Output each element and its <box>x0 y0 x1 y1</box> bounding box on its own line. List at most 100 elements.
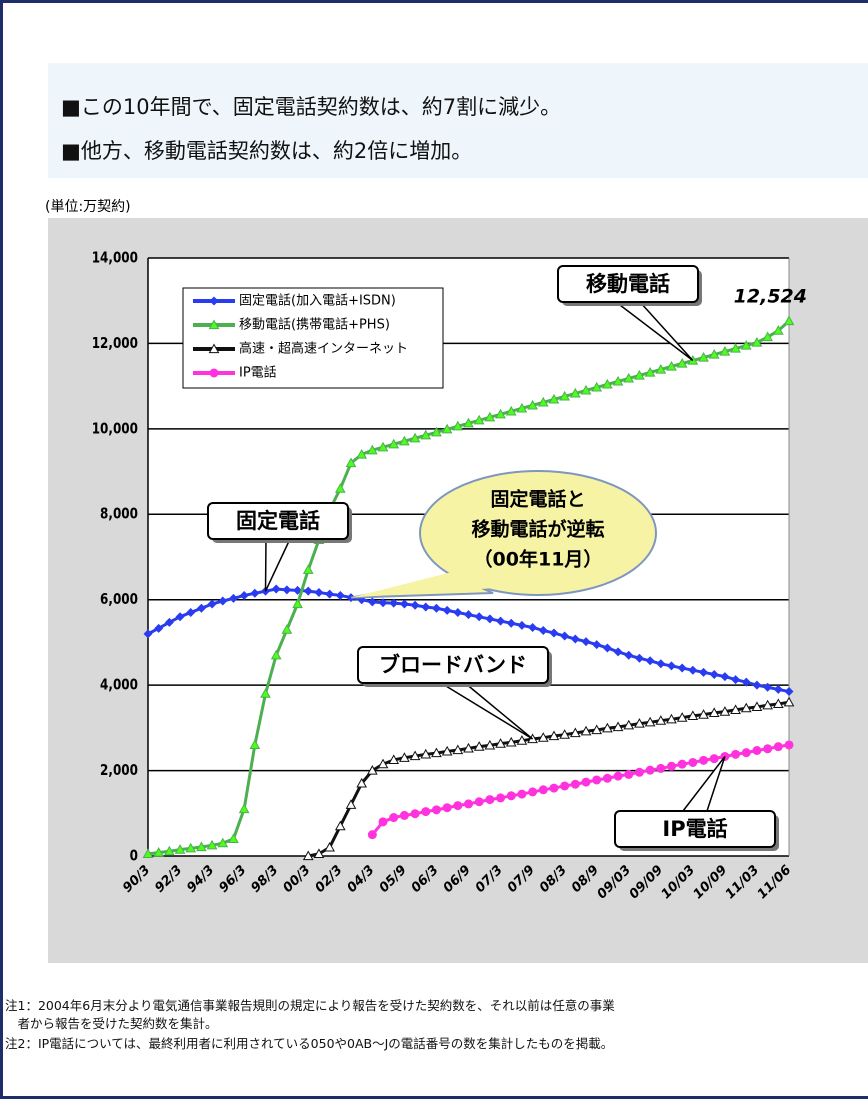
marker <box>752 745 762 755</box>
marker <box>377 758 389 769</box>
callout-line: （00年11月） <box>474 548 603 571</box>
marker <box>453 801 463 811</box>
header-band <box>48 63 868 178</box>
marker <box>645 765 655 775</box>
marker <box>581 637 591 647</box>
marker <box>676 357 688 368</box>
marker <box>399 810 409 820</box>
marker <box>655 363 667 374</box>
callout-text: ブロードバンド <box>379 653 527 677</box>
note: 注1：2004年6月末分より電気通信事業報告規則の規定により報告を受けた契約数を… <box>5 998 615 1013</box>
marker <box>464 610 473 620</box>
marker <box>538 785 548 795</box>
marker <box>730 343 741 353</box>
marker <box>527 399 538 410</box>
marker <box>452 420 464 431</box>
marker <box>463 742 474 753</box>
marker <box>623 719 635 730</box>
marker <box>421 807 431 817</box>
marker <box>569 727 581 738</box>
marker <box>196 841 207 852</box>
marker <box>730 704 741 715</box>
marker <box>505 736 517 747</box>
marker <box>699 667 709 677</box>
marker <box>154 623 164 633</box>
marker <box>517 789 527 799</box>
legend: 固定電話(加入電話+ISDN) 移動電話(携帯電話+PHS) 高速・超高速インターネ… <box>182 287 444 389</box>
marker <box>602 722 613 733</box>
marker <box>474 612 484 622</box>
marker <box>506 618 516 628</box>
marker <box>484 739 496 750</box>
marker <box>559 390 570 401</box>
callout-line: 移動電話が逆転 <box>471 518 604 541</box>
marker <box>335 590 345 600</box>
callout-text: 移動電話 <box>586 272 670 296</box>
marker <box>656 659 666 669</box>
marker <box>592 640 602 650</box>
marker <box>580 725 592 736</box>
marker <box>719 346 731 356</box>
marker <box>325 589 335 599</box>
marker <box>699 755 709 765</box>
marker <box>420 748 432 759</box>
marker <box>441 423 453 434</box>
marker <box>453 608 463 618</box>
marker <box>218 596 228 606</box>
marker <box>613 771 623 781</box>
marker <box>389 598 399 608</box>
chart: 02,0004,0006,0008,00010,00012,00014,0009… <box>48 218 868 963</box>
marker <box>356 777 368 788</box>
callout-bubble-tail <box>350 571 496 598</box>
marker <box>516 402 528 413</box>
legend-label: IP電話 <box>239 365 277 381</box>
callout-bubble <box>419 470 657 596</box>
marker <box>655 715 667 725</box>
marker <box>656 763 666 773</box>
marker <box>206 839 218 850</box>
marker <box>175 612 185 622</box>
y-tick-label: 12,000 <box>92 335 138 353</box>
marker <box>473 741 485 751</box>
marker <box>228 833 239 844</box>
marker <box>548 730 560 741</box>
marker <box>528 787 538 797</box>
marker <box>772 325 784 335</box>
marker <box>431 805 441 815</box>
marker <box>270 649 282 660</box>
marker <box>709 669 719 679</box>
callout-text: IP電話 <box>662 817 727 841</box>
marker <box>773 742 783 752</box>
marker <box>442 605 452 615</box>
marker <box>634 369 645 380</box>
marker <box>741 677 751 687</box>
marker <box>751 701 763 712</box>
callout-box <box>557 265 699 303</box>
bullet: ■この10年間で、固定電話契約数は、約7割に減少。 <box>61 95 562 119</box>
marker <box>505 405 517 416</box>
marker <box>740 702 752 713</box>
marker <box>517 620 527 630</box>
marker <box>688 665 698 675</box>
note: 注2：IP電話については、最終利用者に利用されている050や0AB～Jの電話番号… <box>5 1036 614 1051</box>
marker <box>356 448 368 459</box>
marker <box>209 296 219 306</box>
y-tick-label: 10,000 <box>92 420 138 438</box>
marker <box>602 773 612 783</box>
marker <box>485 614 495 624</box>
marker <box>473 414 485 425</box>
y-tick-label: 6,000 <box>100 591 138 609</box>
marker <box>334 483 346 493</box>
marker <box>463 417 474 428</box>
marker <box>613 647 623 657</box>
marker <box>313 848 325 858</box>
marker <box>441 745 453 756</box>
unit-label: (単位:万契約) <box>45 199 131 215</box>
marker <box>644 366 656 377</box>
marker <box>281 624 293 634</box>
marker <box>495 738 506 748</box>
callout-box <box>207 502 349 540</box>
callout-box <box>614 810 776 848</box>
marker <box>485 795 495 805</box>
